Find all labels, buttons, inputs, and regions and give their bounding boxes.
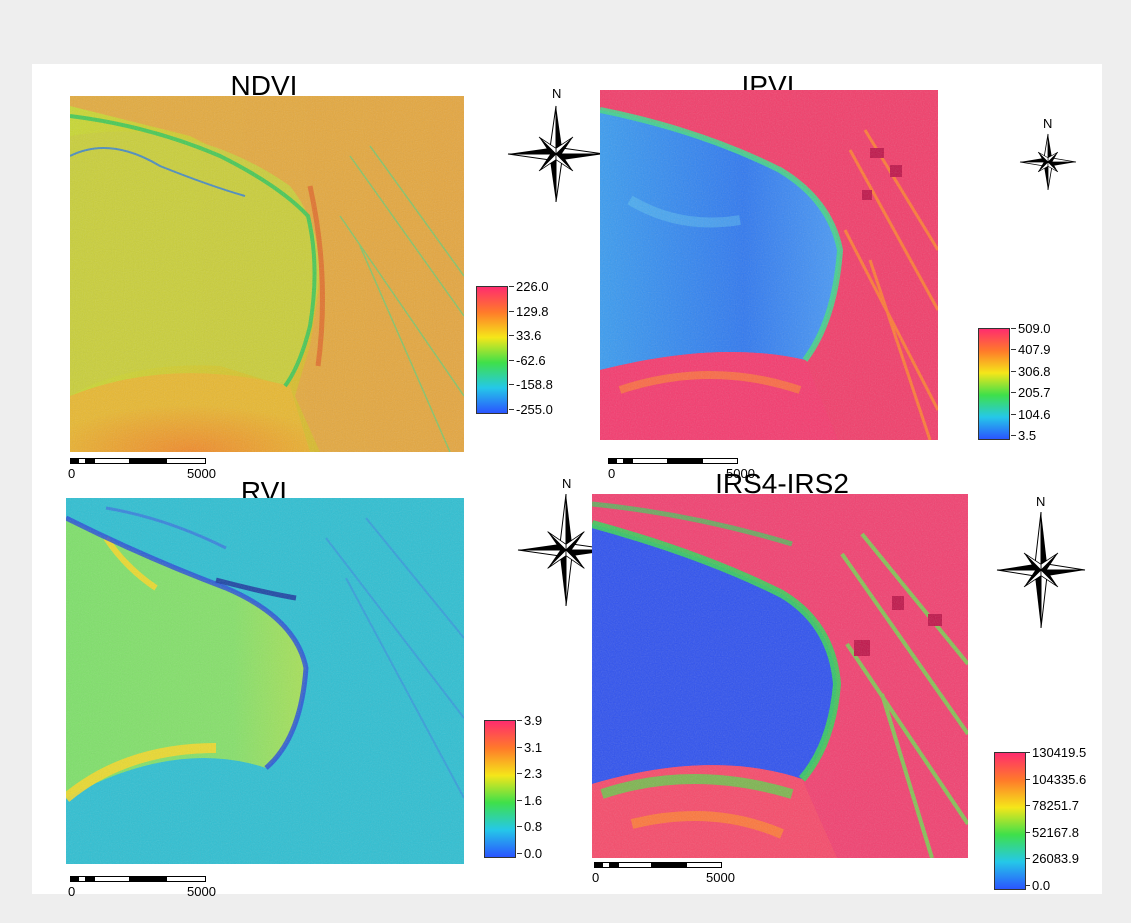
north-arrow-icon: N — [516, 476, 616, 610]
rvi-scale-bar — [70, 876, 206, 884]
scale-end-label: 5000 — [726, 466, 755, 481]
legend-tick: 226.0 — [509, 280, 553, 293]
legend-tick: 3.9 — [516, 713, 543, 728]
ipvi-scale-bar — [608, 458, 738, 466]
legend-tick: 52167.8 — [1024, 826, 1086, 839]
ipvi-legend-ticks: 509.0 407.9 306.8 205.7 104.6 3.5 — [1011, 321, 1051, 442]
legend-tick: 26083.9 — [1024, 852, 1086, 865]
rvi-map-image[interactable] — [66, 498, 464, 864]
legend-tick: -158.8 — [509, 377, 553, 393]
irs-scale-bar — [594, 862, 722, 870]
irs4-irs2-map-image[interactable] — [592, 494, 968, 858]
irs-legend-ticks: 130419.5 104335.6 78251.7 52167.8 26083.… — [1024, 745, 1087, 892]
legend-tick: 130419.5 — [1024, 745, 1087, 760]
north-arrow-icon: N — [506, 86, 606, 202]
panel-rvi: RVI 3.9 3.1 2.3 1.6 — [66, 476, 615, 899]
legend-tick: 129.8 — [509, 305, 553, 318]
ndvi-legend-ticks: 226.0 129.8 33.6 -62.6 -158.8 -255.0 — [509, 280, 553, 417]
legend-tick: 78251.7 — [1024, 799, 1086, 812]
scale-end-label: 5000 — [187, 466, 216, 481]
ipvi-map-image[interactable] — [600, 90, 938, 440]
scale-start-label: 0 — [608, 466, 616, 481]
legend-tick: 3.5 — [1011, 429, 1051, 442]
north-label: N — [1036, 494, 1046, 509]
north-label: N — [552, 86, 562, 101]
panel-title: IRS4-IRS2 — [715, 468, 849, 499]
ndvi-scale-bar — [70, 458, 206, 466]
legend-tick: 104335.6 — [1024, 771, 1087, 787]
panel-irs4-irs2: IRS4-IRS2 130419.5 104335.6 78251.7 5216… — [592, 468, 1102, 894]
legend-tick: 407.9 — [1011, 342, 1051, 358]
scale-start-label: 0 — [68, 884, 76, 899]
legend-tick: -255.0 — [509, 401, 553, 417]
irs-legend-color-bar — [994, 752, 1026, 890]
figure-sheet: NDVI — [32, 64, 1102, 899]
legend-tick: 33.6 — [509, 329, 553, 342]
scale-end-label: 5000 — [706, 870, 735, 885]
legend-tick: 0.8 — [516, 819, 543, 835]
legend-tick: 205.7 — [1011, 385, 1051, 401]
north-label: N — [1043, 116, 1053, 131]
north-arrow-icon: N — [1018, 116, 1078, 190]
panel-ndvi: NDVI — [66, 70, 605, 481]
legend-tick: 0.0 — [516, 845, 543, 861]
legend-tick: 509.0 — [1011, 321, 1051, 336]
legend-tick: 1.6 — [516, 792, 543, 808]
legend-tick: 306.8 — [1011, 363, 1051, 379]
north-arrow-icon: N — [996, 494, 1086, 630]
north-label: N — [562, 476, 572, 491]
ndvi-legend-color-bar — [476, 286, 508, 414]
scale-start-label: 0 — [68, 466, 76, 481]
rvi-legend-ticks: 3.9 3.1 2.3 1.6 0.8 0.0 — [516, 713, 543, 861]
legend-tick: 0.0 — [1024, 879, 1086, 892]
scale-start-label: 0 — [592, 870, 600, 885]
scale-end-label: 5000 — [187, 884, 216, 899]
panel-ipvi: IPVI 509.0 407.9 306.8 — [598, 70, 1098, 481]
ipvi-legend-color-bar — [978, 328, 1010, 440]
legend-tick: 2.3 — [516, 766, 543, 782]
rvi-legend-color-bar — [484, 720, 516, 858]
legend-tick: 3.1 — [516, 739, 543, 755]
legend-tick: 104.6 — [1011, 406, 1051, 422]
panel-title: NDVI — [230, 70, 298, 101]
ndvi-map-image[interactable] — [70, 96, 464, 452]
legend-tick: -62.6 — [509, 354, 553, 367]
